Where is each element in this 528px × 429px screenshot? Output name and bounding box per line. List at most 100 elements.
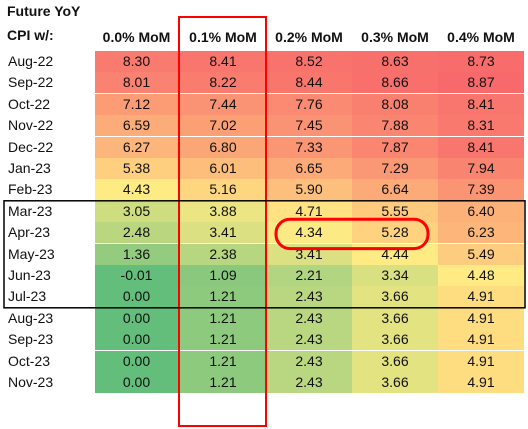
heatmap-cell: 4.91 (438, 329, 524, 351)
heatmap-cell: 7.44 (180, 93, 266, 115)
heatmap-cell: 7.39 (438, 179, 524, 201)
heatmap-cell: 6.01 (180, 158, 266, 179)
heatmap-cell: 4.91 (438, 372, 524, 393)
heatmap-cell: 4.91 (438, 286, 524, 308)
heatmap-cell: 3.88 (180, 200, 266, 222)
heatmap-cell: 6.27 (95, 136, 178, 158)
heatmap-cell: 3.66 (352, 307, 438, 329)
row-label: Jul-23 (8, 288, 47, 305)
column-header: 0.0% MoM (102, 29, 171, 45)
column-header: 0.3% MoM (361, 29, 429, 45)
heatmap-cell: 1.21 (180, 307, 266, 329)
heatmap-cell: 3.66 (352, 350, 438, 372)
heatmap-cell: 8.31 (438, 115, 524, 137)
heatmap-cell: 7.94 (438, 158, 524, 179)
heatmap-cell: 5.55 (352, 200, 438, 222)
heatmap-cell: 4.91 (438, 350, 524, 372)
row-label: Mar-23 (8, 202, 53, 219)
heatmap-cell: 8.52 (266, 51, 352, 72)
table-title-line2: CPI w/: (7, 27, 54, 43)
heatmap-cell: 6.59 (95, 115, 178, 137)
heatmap-cell: 7.76 (266, 93, 352, 115)
heatmap-cell: 8.01 (95, 72, 178, 94)
column-header: 0.4% MoM (447, 29, 515, 45)
heatmap-cell: 2.43 (266, 350, 352, 372)
column-header: 0.1% MoM (189, 29, 257, 45)
heatmap-cell: 7.45 (266, 115, 352, 137)
heatmap-cell: 7.02 (180, 115, 266, 137)
row-label: May-23 (8, 245, 55, 262)
heatmap-cell: 8.73 (438, 51, 524, 72)
heatmap-cell: 3.66 (352, 329, 438, 351)
heatmap-cell: 2.43 (266, 372, 352, 393)
heatmap-cell: 8.44 (266, 72, 352, 94)
heatmap-cell: 6.65 (266, 158, 352, 179)
row-label: Sep-23 (8, 331, 54, 348)
heatmap-cell: -0.01 (95, 265, 178, 286)
heatmap-cell: 3.66 (352, 372, 438, 393)
heatmap-cell: 1.21 (180, 286, 266, 308)
heatmap-cell: 3.66 (352, 286, 438, 308)
heatmap-cell: 4.44 (352, 243, 438, 265)
heatmap-cell: 4.71 (266, 200, 352, 222)
heatmap-cell: 4.48 (438, 265, 524, 286)
heatmap-cell: 2.43 (266, 307, 352, 329)
heatmap-cell: 7.33 (266, 136, 352, 158)
heatmap-cell: 8.87 (438, 72, 524, 94)
row-label: Apr-23 (8, 224, 51, 241)
row-label: Aug-22 (8, 53, 54, 69)
row-label: Nov-23 (8, 374, 54, 390)
heatmap-cell: 8.41 (180, 51, 266, 72)
heatmap-cell: 2.38 (180, 243, 266, 265)
table-title-line1: Future YoY (7, 3, 81, 19)
row-label: Oct-23 (8, 352, 51, 369)
heatmap-cell: 8.30 (95, 51, 178, 72)
heatmap-cell: 2.48 (95, 222, 178, 244)
heatmap-cell: 3.41 (180, 222, 266, 244)
heatmap-cell: 6.64 (352, 179, 438, 201)
row-label: Nov-22 (8, 117, 54, 134)
heatmap-cell: 2.43 (266, 286, 352, 308)
heatmap-cell: 2.21 (266, 265, 352, 286)
heatmap-cell: 1.21 (180, 329, 266, 351)
heatmap-cell: 5.38 (95, 158, 178, 179)
heatmap-cell: 7.88 (352, 115, 438, 137)
row-label: Jan-23 (8, 160, 51, 176)
heatmap-cell: 0.00 (95, 372, 178, 393)
row-label: Feb-23 (8, 181, 53, 198)
heatmap-cell: 5.16 (180, 179, 266, 201)
heatmap-cell: 7.87 (352, 136, 438, 158)
heatmap-cell: 7.12 (95, 93, 178, 115)
row-label: Jun-23 (8, 267, 51, 283)
heatmap-cell: 4.91 (438, 307, 524, 329)
heatmap-cell: 0.00 (95, 350, 178, 372)
heatmap-cell: 0.00 (95, 286, 178, 308)
heatmap-cell: 8.41 (438, 136, 524, 158)
heatmap-cell: 8.08 (352, 93, 438, 115)
row-label: Dec-22 (8, 138, 54, 155)
heatmap-cell: 6.80 (180, 136, 266, 158)
heatmap-cell: 0.00 (95, 307, 178, 329)
heatmap-cell: 1.21 (180, 372, 266, 393)
heatmap-cell: 8.63 (352, 51, 438, 72)
heatmap-cell: 3.41 (266, 243, 352, 265)
heatmap-cell: 1.36 (95, 243, 178, 265)
heatmap-cell: 8.41 (438, 93, 524, 115)
heatmap-cell: 6.40 (438, 200, 524, 222)
heatmap-cell: 1.21 (180, 350, 266, 372)
heatmap-cell: 5.90 (266, 179, 352, 201)
heatmap-cell: 1.09 (180, 265, 266, 286)
heatmap-cell: 0.00 (95, 329, 178, 351)
heatmap-cell: 2.43 (266, 329, 352, 351)
heatmap-cell: 4.34 (266, 222, 352, 244)
heatmap-cell: 5.28 (352, 222, 438, 244)
row-label: Sep-22 (8, 74, 54, 91)
column-header: 0.2% MoM (275, 29, 343, 45)
heatmap-cell: 8.66 (352, 72, 438, 94)
heatmap-cell: 5.49 (438, 243, 524, 265)
heatmap-cell: 6.23 (438, 222, 524, 244)
heatmap-cell: 3.05 (95, 200, 178, 222)
heatmap-cell: 7.29 (352, 158, 438, 179)
row-label: Oct-22 (8, 95, 51, 112)
